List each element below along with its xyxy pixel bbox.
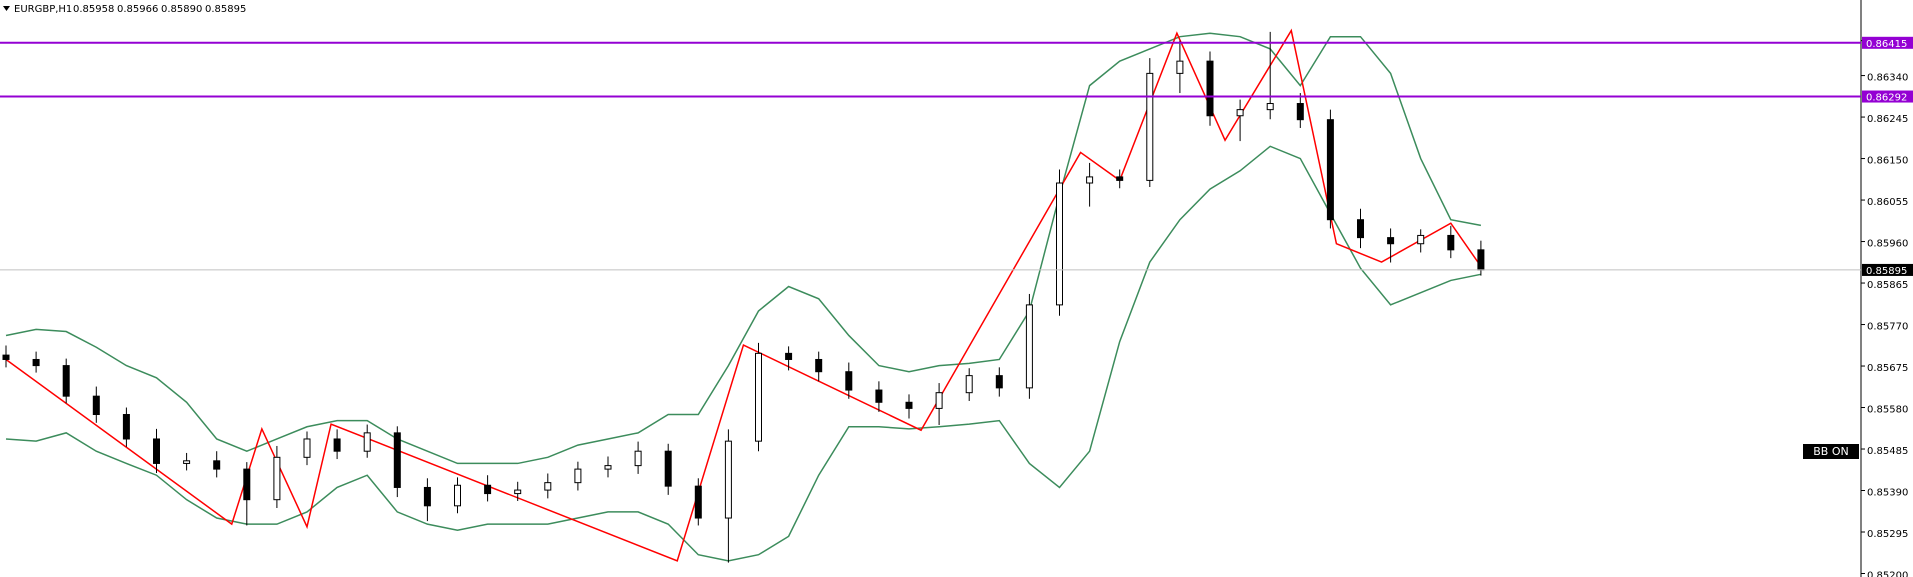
- level-label-bg: [1862, 36, 1913, 49]
- candle-body: [213, 460, 221, 470]
- bollinger-band: [5, 145, 1482, 562]
- level-label-bg: [1862, 90, 1913, 103]
- candle-body: [1266, 103, 1274, 111]
- candle-body: [1236, 109, 1244, 117]
- candle-body: [1086, 176, 1094, 184]
- candle-body: [634, 450, 642, 467]
- candle-body: [423, 486, 431, 507]
- y-tick-label: 0.86055: [1867, 197, 1908, 208]
- candle-body: [995, 375, 1003, 389]
- candle-body: [303, 438, 311, 458]
- candle-body: [1296, 103, 1304, 121]
- candle-body: [755, 352, 762, 442]
- y-tick-label: 0.85390: [1867, 488, 1908, 499]
- candle-body: [514, 489, 522, 495]
- candle-body: [1357, 219, 1364, 239]
- candle-body: [1146, 72, 1154, 181]
- y-tick-label: 0.85675: [1867, 363, 1908, 374]
- price-label-bg: [1862, 263, 1913, 276]
- y-tick-label: 0.85770: [1867, 322, 1908, 333]
- candle-body: [393, 432, 401, 488]
- symbol: EURGBP,H1: [14, 4, 72, 15]
- y-tick-label: 0.86340: [1867, 73, 1908, 84]
- candle-body: [935, 392, 943, 409]
- header-low: 0.85890: [161, 4, 202, 15]
- candle-body: [62, 365, 70, 397]
- candle-body: [1056, 182, 1063, 306]
- candle-body: [664, 450, 672, 487]
- candle-body: [815, 358, 823, 373]
- y-tick-label: 0.86245: [1867, 114, 1908, 125]
- candle-body: [1326, 119, 1334, 221]
- collapse-icon[interactable]: [3, 6, 10, 11]
- candle-body: [845, 371, 853, 391]
- y-tick-label: 0.85960: [1867, 239, 1908, 250]
- candle-body: [544, 482, 552, 491]
- candle-body: [183, 460, 191, 464]
- y-tick-label: 0.85485: [1867, 446, 1908, 457]
- candle-body: [604, 465, 612, 470]
- candle-body: [363, 432, 371, 452]
- zigzag: [5, 28, 1479, 562]
- candle-body: [333, 438, 341, 452]
- candle-body: [273, 456, 281, 501]
- price-label: 0.85895: [1866, 266, 1907, 277]
- level-label: 0.86292: [1866, 93, 1907, 104]
- candle-body: [1447, 234, 1455, 251]
- bollinger-band: [5, 32, 1482, 465]
- candle-body: [32, 358, 40, 367]
- candle-body: [1025, 304, 1033, 389]
- candle-body: [785, 352, 793, 360]
- header-close: 0.85895: [205, 4, 246, 15]
- candle-body: [1387, 237, 1395, 245]
- candle-body: [905, 401, 913, 409]
- candle-body: [724, 440, 732, 519]
- candle-body: [122, 414, 130, 440]
- y-tick-label: 0.85580: [1867, 405, 1908, 416]
- candle-body: [1176, 60, 1184, 74]
- header-high: 0.85966: [117, 4, 158, 15]
- candle-body: [2, 354, 10, 360]
- candle-body: [1477, 249, 1485, 271]
- candle-body: [875, 389, 883, 403]
- candle-body: [1417, 234, 1425, 245]
- level-label: 0.86415: [1866, 39, 1907, 50]
- candle-body: [1116, 176, 1124, 181]
- candle-body: [694, 485, 702, 519]
- y-tick-label: 0.85865: [1867, 280, 1908, 291]
- y-tick-label: 0.85200: [1867, 571, 1908, 577]
- header-open: 0.85958: [73, 4, 114, 15]
- candle-body: [92, 395, 100, 416]
- candle-body: [454, 484, 461, 507]
- bb-button[interactable]: [1803, 444, 1859, 459]
- candle-body: [484, 484, 492, 495]
- candle-body: [1206, 60, 1214, 117]
- y-tick-label: 0.85295: [1867, 529, 1908, 540]
- candle-body: [153, 438, 160, 464]
- candle-body: [243, 468, 251, 501]
- bb-button-label[interactable]: BB ON: [1813, 445, 1848, 458]
- candle-body: [965, 375, 973, 394]
- candle-body: [574, 468, 582, 484]
- y-tick-label: 0.86150: [1867, 156, 1908, 167]
